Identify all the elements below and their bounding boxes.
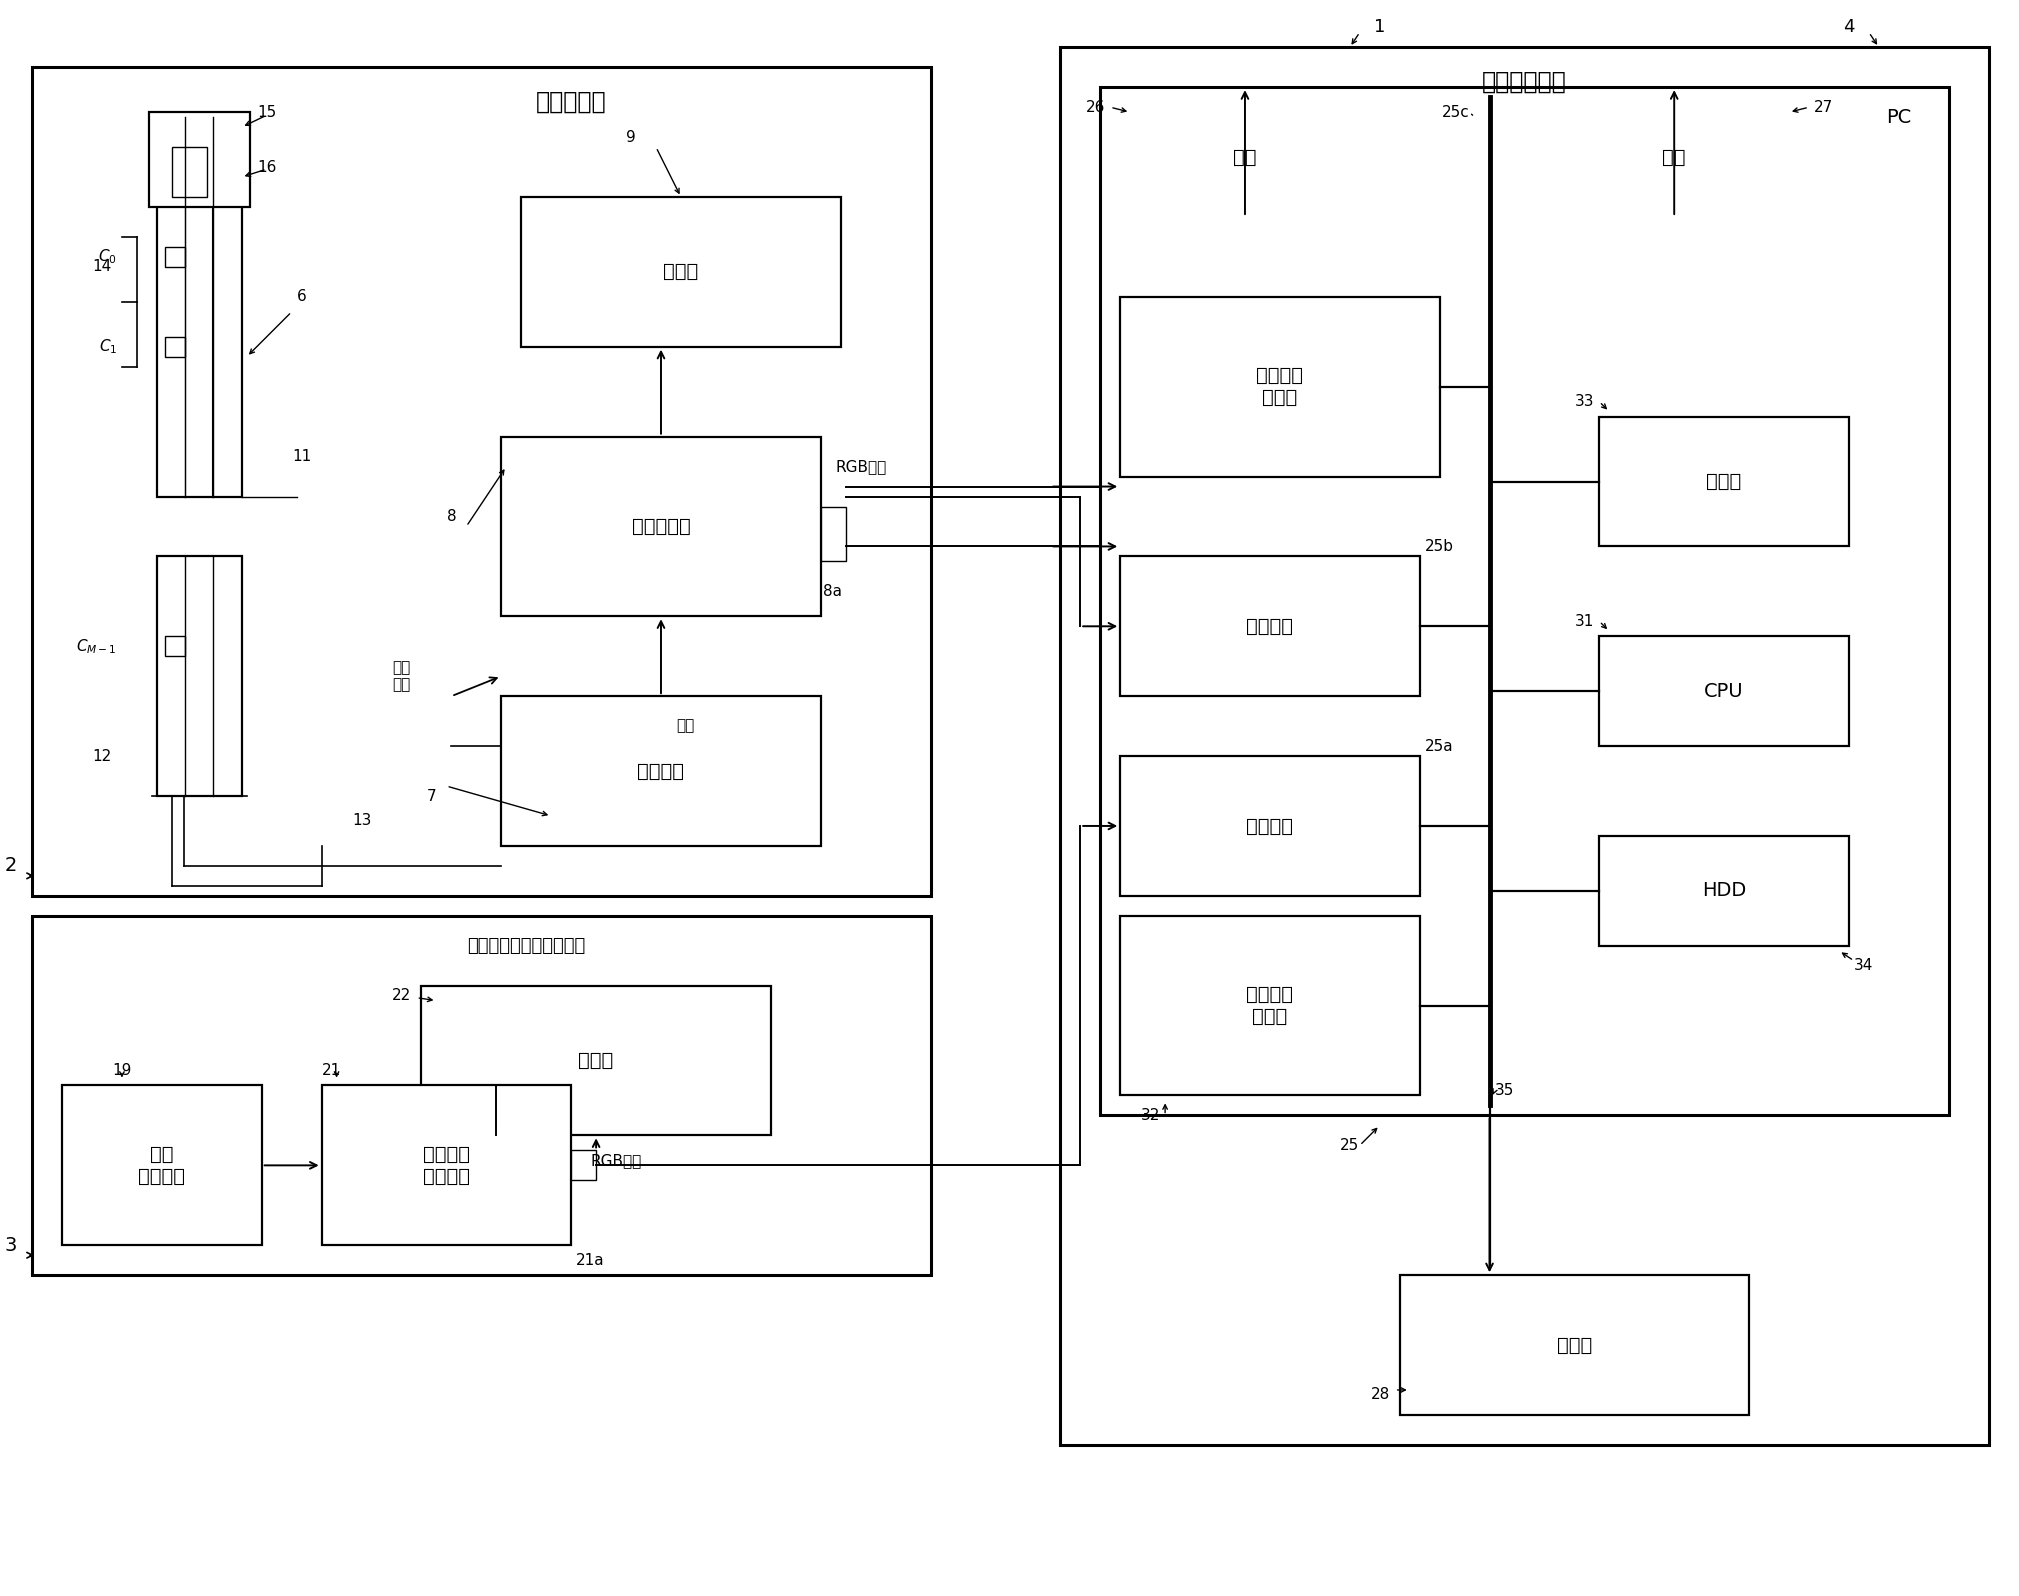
Text: 内窥镜装置: 内窥镜装置 [535, 91, 606, 115]
Text: 键盘: 键盘 [1662, 147, 1686, 166]
Bar [166, 637, 186, 656]
Text: 2: 2 [4, 857, 16, 875]
Text: 鼠标: 鼠标 [1234, 147, 1256, 166]
Bar [501, 696, 820, 846]
Text: HDD: HDD [1702, 881, 1746, 900]
Text: 1: 1 [1375, 18, 1385, 37]
Text: 通信端口: 通信端口 [1246, 616, 1294, 635]
Text: 32: 32 [1141, 1108, 1159, 1124]
Text: 同步: 同步 [676, 718, 695, 734]
Text: 8a: 8a [824, 584, 842, 598]
Text: 14: 14 [93, 260, 111, 275]
Text: 4: 4 [1843, 18, 1855, 37]
Text: 22: 22 [392, 988, 412, 1004]
Text: 7: 7 [426, 788, 436, 803]
Bar [1121, 757, 1419, 895]
Text: 13: 13 [351, 814, 371, 828]
Text: 21: 21 [321, 1063, 341, 1077]
Text: 25c: 25c [1442, 105, 1470, 120]
Bar [1599, 417, 1849, 546]
Bar [32, 67, 931, 895]
Text: 35: 35 [1494, 1084, 1514, 1098]
Bar [1100, 88, 1948, 1116]
Bar [321, 1085, 571, 1245]
Text: 监视器: 监视器 [664, 262, 699, 281]
Text: RGB信号: RGB信号 [590, 1152, 642, 1168]
Text: 11: 11 [293, 448, 311, 464]
Bar [820, 506, 846, 562]
Text: 视频处理器: 视频处理器 [632, 517, 690, 536]
Text: 3: 3 [4, 1235, 16, 1254]
Text: PC: PC [1886, 107, 1912, 126]
Bar [149, 112, 250, 207]
Text: 34: 34 [1853, 958, 1874, 974]
Text: 6: 6 [297, 289, 307, 305]
Text: $C_1$: $C_1$ [99, 337, 117, 356]
Text: 拍摄
信号: 拍摄 信号 [392, 661, 410, 693]
Text: $C_{M-1}$: $C_{M-1}$ [77, 637, 117, 656]
Bar [501, 437, 820, 616]
Bar [32, 916, 931, 1275]
Bar [1121, 97, 1369, 217]
Text: 25b: 25b [1425, 539, 1454, 554]
Text: 内窥镜插入状态检测装置: 内窥镜插入状态检测装置 [466, 937, 586, 954]
Bar [571, 1151, 596, 1181]
Text: 动态图像
输入板: 动态图像 输入板 [1256, 365, 1304, 407]
Text: 处理程序
存储部: 处理程序 存储部 [1246, 985, 1294, 1026]
Text: 显示屏: 显示屏 [1557, 1336, 1593, 1355]
Bar [521, 196, 840, 346]
Text: 通信端口: 通信端口 [1246, 817, 1294, 835]
Text: 12: 12 [93, 749, 111, 763]
Text: 25a: 25a [1425, 739, 1454, 753]
Bar [1599, 637, 1849, 745]
Text: 存储器: 存储器 [1706, 472, 1742, 492]
Bar [172, 147, 206, 196]
Text: 15: 15 [256, 105, 277, 120]
Bar [1121, 297, 1440, 477]
Bar [1549, 97, 1799, 217]
Text: 26: 26 [1086, 99, 1104, 115]
Text: 27: 27 [1813, 99, 1833, 115]
Text: 光源装置: 光源装置 [638, 761, 684, 780]
Text: 33: 33 [1575, 394, 1595, 409]
Bar [63, 1085, 262, 1245]
Bar [166, 337, 186, 358]
Bar [157, 557, 242, 796]
Bar [166, 247, 186, 267]
Text: 图像处理装置: 图像处理装置 [1482, 70, 1567, 94]
Bar [1121, 916, 1419, 1095]
Text: 读出
线圈单元: 读出 线圈单元 [139, 1144, 186, 1186]
Bar [1599, 836, 1849, 946]
Text: CPU: CPU [1704, 681, 1744, 701]
Text: 28: 28 [1371, 1387, 1389, 1403]
Bar [157, 117, 242, 496]
Text: 9: 9 [626, 129, 636, 145]
Text: RGB信号: RGB信号 [836, 460, 886, 474]
Text: 显示器: 显示器 [579, 1052, 614, 1069]
Bar [1399, 1275, 1748, 1416]
Text: $C_0$: $C_0$ [99, 247, 117, 267]
Text: 25: 25 [1341, 1138, 1359, 1152]
Bar [1060, 48, 1989, 1444]
Text: 19: 19 [113, 1063, 131, 1077]
Text: 31: 31 [1575, 614, 1595, 629]
Text: 21a: 21a [575, 1253, 606, 1267]
Bar [1121, 557, 1419, 696]
Text: 插入状态
分析装置: 插入状态 分析装置 [422, 1144, 470, 1186]
Bar [422, 986, 771, 1135]
Text: 8: 8 [446, 509, 456, 523]
Text: 16: 16 [256, 160, 277, 174]
